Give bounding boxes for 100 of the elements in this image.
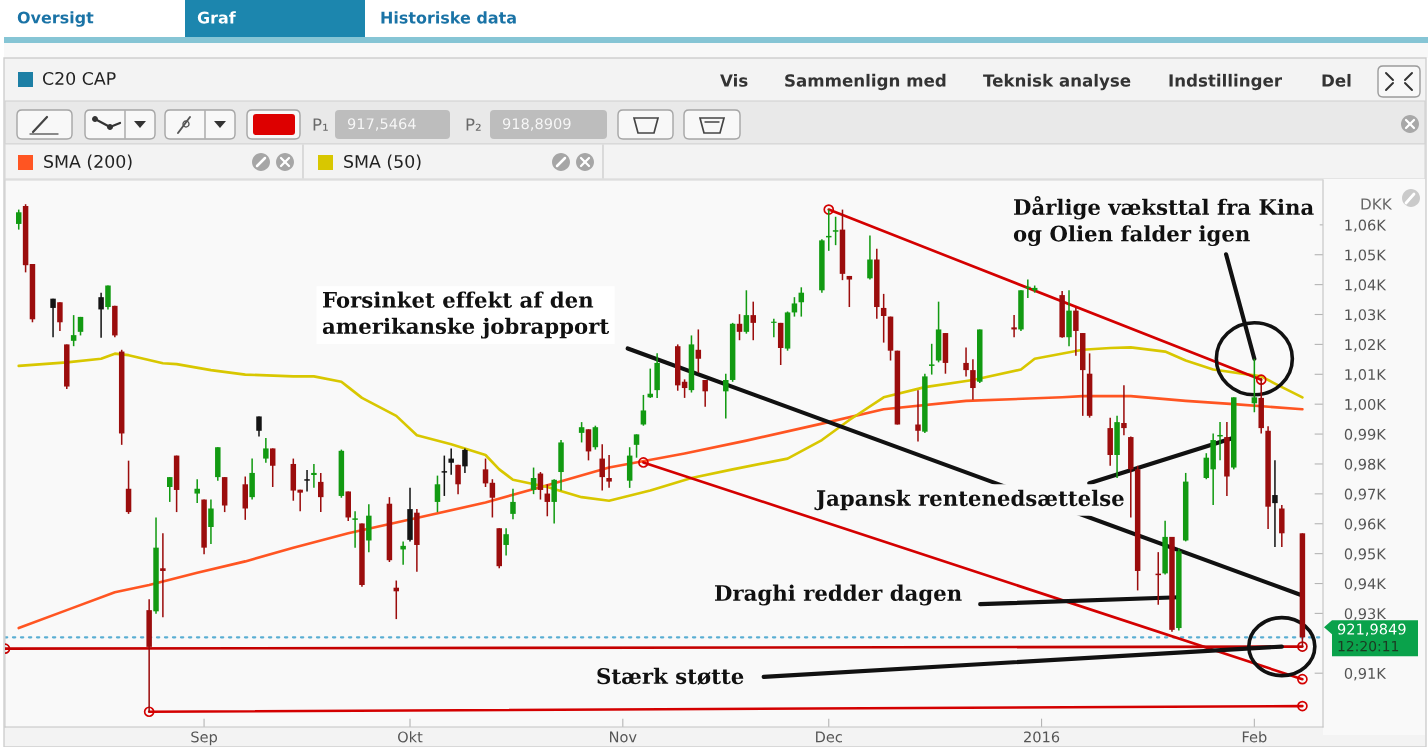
candlestick — [750, 300, 756, 341]
candlestick — [125, 459, 132, 515]
candlestick — [160, 532, 166, 619]
candlestick — [915, 389, 921, 443]
candlestick — [441, 454, 448, 497]
y-tick-label: 0,98K — [1344, 458, 1387, 472]
y-tick-label: 1,02K — [1345, 339, 1387, 352]
y-axis-title: DKK — [1361, 198, 1393, 210]
candlestick — [269, 447, 276, 488]
candlestick — [304, 469, 310, 493]
x-tick-label: Feb — [1242, 731, 1267, 743]
candlestick — [970, 358, 976, 401]
candlestick — [743, 289, 750, 335]
candlestick — [263, 437, 269, 464]
candlestick — [640, 394, 647, 427]
candlestick — [551, 478, 557, 525]
text: Teknisk analyse — [983, 73, 1131, 91]
point — [1297, 673, 1308, 685]
x-tick-label: 2016 — [1024, 731, 1060, 743]
candlestick — [599, 443, 605, 492]
candlestick — [1121, 384, 1127, 437]
candlestick — [400, 540, 406, 566]
y-tick-label: 1,05K — [1345, 249, 1387, 262]
candlestick — [695, 328, 702, 374]
text: Vis — [720, 73, 748, 87]
ref-line-label: 921,9849 — [1337, 623, 1406, 637]
candlestick — [880, 293, 887, 344]
legend-label: SMA (50) — [344, 154, 421, 171]
x-tick-label: Sep — [191, 731, 218, 746]
point — [1255, 374, 1267, 386]
text: 918,8909 — [502, 118, 571, 131]
legend-label: SMA (200) — [44, 154, 132, 171]
y-tick-label: 1,06K — [1345, 219, 1387, 233]
candlestick — [530, 466, 537, 495]
text: Historiske data — [381, 11, 516, 24]
candlestick — [318, 472, 324, 513]
text: Sammenlign med — [785, 73, 946, 91]
candlestick — [592, 424, 599, 451]
candlestick — [167, 476, 173, 503]
line-series — [17, 394, 1304, 630]
annotation: Japansk rentenedsættelse — [814, 489, 1124, 511]
candlestick — [736, 313, 743, 341]
y-tick-label: 0,97K — [1344, 488, 1387, 502]
x-tick-label: Dec — [816, 731, 842, 743]
candlestick — [510, 488, 516, 521]
candlestick — [791, 296, 798, 318]
y-tick-label: 0,94K — [1344, 578, 1387, 591]
candlestick — [50, 297, 56, 338]
text: 917,5464 — [347, 118, 416, 131]
candlestick — [194, 478, 200, 504]
candlestick — [1272, 459, 1278, 548]
candlestick — [311, 463, 317, 489]
text: P₁ — [313, 118, 328, 131]
candlestick — [70, 314, 77, 347]
candlestick — [98, 291, 104, 339]
point — [1297, 700, 1308, 712]
candlestick — [482, 457, 489, 488]
candlestick — [448, 447, 454, 476]
candlestick — [702, 379, 708, 408]
text: Graf — [197, 11, 236, 24]
x-tick-label: Okt — [398, 731, 423, 743]
y-tick-label: 0,96K — [1344, 518, 1387, 531]
candlestick — [15, 208, 22, 231]
point — [638, 457, 649, 468]
candlestick — [606, 454, 612, 489]
point — [143, 706, 155, 718]
text: Del — [1322, 73, 1351, 87]
candlestick — [832, 216, 839, 246]
x-tick-label: Nov — [610, 731, 637, 743]
candlestick — [434, 474, 441, 513]
candlestick — [633, 433, 640, 459]
y-tick-label: 1,00K — [1345, 398, 1387, 412]
candlestick — [963, 346, 969, 378]
candlestick — [846, 275, 853, 308]
candlestick — [1011, 314, 1017, 338]
candlestick — [352, 510, 358, 549]
candlestick — [208, 498, 214, 545]
y-tick-label: 0,99K — [1344, 428, 1387, 442]
candlestick — [928, 343, 935, 376]
candlestick — [1251, 357, 1258, 414]
candlestick — [867, 234, 873, 281]
candlestick — [585, 428, 592, 462]
y-tick-label: 0,91K — [1344, 667, 1387, 681]
candlestick — [57, 301, 63, 332]
text: P₂ — [466, 118, 481, 131]
y-tick-label: 0,93K — [1344, 608, 1387, 621]
y-tick-label: 0,95K — [1344, 548, 1387, 561]
annotation: Stærk støtte — [597, 667, 744, 685]
y-tick-label: 1,04K — [1345, 279, 1387, 292]
y-tick-label: 1,01K — [1345, 369, 1387, 382]
text: 12:20:11 — [1338, 640, 1399, 652]
point — [823, 204, 835, 215]
candlestick — [455, 464, 461, 495]
candlestick — [256, 415, 262, 438]
chart-title: C20 CAP — [42, 71, 116, 86]
text: Oversigt — [17, 11, 94, 27]
candlestick — [1073, 307, 1079, 357]
text: Indstillinger — [1169, 73, 1283, 91]
y-tick-label: 1,03K — [1345, 309, 1387, 322]
candlestick — [503, 527, 509, 557]
